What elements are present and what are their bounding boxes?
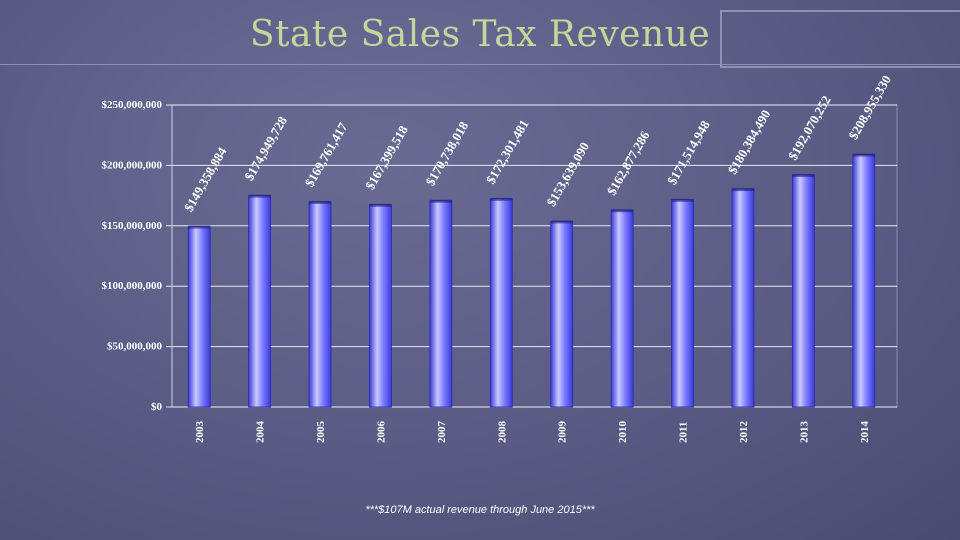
bar-cap	[309, 200, 332, 204]
x-tick-label: 2008	[496, 421, 508, 443]
bar-2005	[308, 201, 332, 408]
bar-cap	[852, 153, 875, 157]
y-tick-label: $200,000,000	[102, 159, 163, 171]
x-tick-label: 2005	[315, 421, 327, 444]
bar-cap	[188, 225, 211, 229]
y-tick-label: $250,000,000	[102, 99, 163, 111]
x-tick-label: 2014	[859, 421, 871, 444]
x-tick-label: 2010	[617, 421, 629, 444]
x-tick-label: 2009	[557, 421, 569, 444]
bar-2003	[187, 226, 211, 408]
x-tick-label: 2012	[738, 421, 750, 444]
footnote: ***$107M actual revenue through June 201…	[365, 504, 595, 516]
bar-cap	[429, 199, 452, 203]
bar-cap	[671, 198, 694, 202]
bar-2004	[248, 195, 272, 408]
bar-2007	[429, 200, 453, 408]
bar-2014	[852, 154, 876, 408]
x-tick-label: 2013	[798, 421, 810, 444]
y-tick-label: $150,000,000	[102, 220, 163, 232]
bar-cap	[731, 188, 754, 192]
page-title: State Sales Tax Revenue	[249, 14, 711, 55]
bar-cap	[369, 203, 392, 207]
x-tick-label: 2007	[436, 421, 448, 444]
x-tick-label: 2004	[255, 421, 267, 444]
bar-cap	[248, 194, 271, 198]
bar-cap	[490, 197, 513, 201]
x-tick-label: 2003	[194, 421, 206, 444]
plot-area	[171, 104, 898, 408]
bar-2011	[671, 199, 694, 408]
bar-cap	[550, 220, 573, 224]
title-underline-decoration	[0, 64, 960, 65]
bar-2010	[610, 209, 634, 408]
bar-cap	[792, 173, 815, 177]
bar-2009	[550, 221, 574, 408]
x-tick-label: 2011	[678, 422, 690, 443]
y-tick-label: $50,000,000	[107, 341, 163, 353]
bar-2012	[731, 188, 755, 408]
bar-2008	[489, 198, 513, 408]
bar-cap	[611, 209, 634, 213]
title-frame-decoration	[720, 10, 960, 68]
y-tick-label: $100,000,000	[102, 280, 163, 292]
bar-2013	[791, 174, 815, 408]
y-tick-label: $0	[151, 401, 163, 413]
bar-2006	[369, 204, 392, 408]
x-tick-label: 2006	[375, 421, 387, 444]
